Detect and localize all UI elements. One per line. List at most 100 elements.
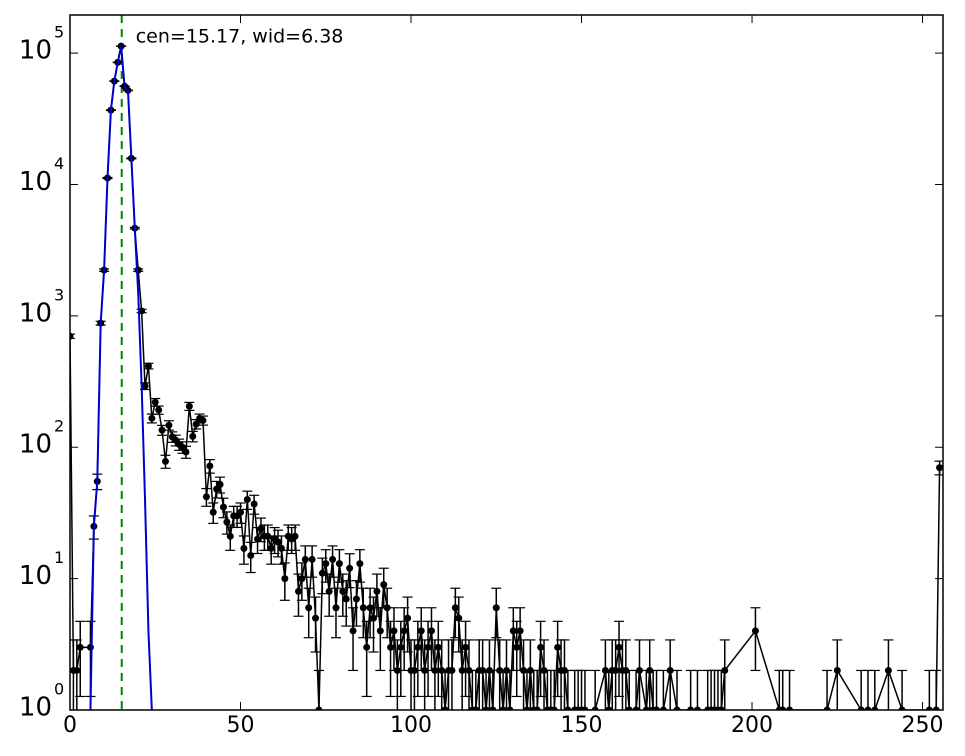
data-point bbox=[431, 666, 439, 674]
data-point bbox=[499, 706, 507, 710]
data-point bbox=[533, 706, 541, 710]
data-point bbox=[267, 544, 275, 552]
x-tick-label: 100 bbox=[390, 713, 432, 738]
data-point bbox=[653, 706, 661, 710]
data-point bbox=[424, 643, 432, 651]
data-point bbox=[373, 587, 381, 595]
data-point bbox=[448, 666, 456, 674]
data-point bbox=[646, 666, 654, 674]
data-point bbox=[458, 666, 466, 674]
plot-frame bbox=[69, 14, 944, 711]
data-point bbox=[70, 332, 74, 340]
data-point bbox=[635, 666, 643, 674]
data-point bbox=[615, 643, 623, 651]
data-point bbox=[322, 560, 330, 568]
data-point bbox=[243, 496, 251, 504]
data-point bbox=[581, 706, 589, 710]
data-point bbox=[871, 706, 879, 710]
data-point bbox=[564, 706, 572, 710]
data-point bbox=[786, 706, 794, 710]
data-point bbox=[601, 666, 609, 674]
data-point bbox=[673, 706, 681, 710]
data-point bbox=[335, 560, 343, 568]
data-point bbox=[76, 643, 84, 651]
data-point bbox=[370, 614, 378, 622]
y-tick-label: 10 bbox=[19, 167, 52, 197]
data-point bbox=[161, 457, 169, 465]
data-point bbox=[612, 666, 620, 674]
data-point bbox=[751, 627, 759, 635]
data-point bbox=[591, 706, 599, 710]
data-point bbox=[199, 416, 207, 424]
data-point bbox=[73, 666, 81, 674]
data-point bbox=[390, 627, 398, 635]
annotation: cen=15.17, wid=6.38 bbox=[136, 26, 344, 48]
data-point bbox=[223, 518, 231, 526]
data-point bbox=[155, 406, 163, 414]
data-point bbox=[506, 706, 514, 710]
data-point bbox=[537, 643, 545, 651]
data-point bbox=[687, 706, 695, 710]
data-point bbox=[219, 503, 227, 511]
y-tick-label: 10 bbox=[19, 298, 52, 328]
y-tick-label: 10 bbox=[19, 36, 52, 66]
data-point bbox=[141, 382, 149, 390]
data-point bbox=[387, 643, 395, 651]
data-point bbox=[721, 666, 729, 674]
data-point bbox=[485, 666, 493, 674]
data-point bbox=[503, 666, 510, 674]
data-point bbox=[148, 414, 156, 422]
data-point bbox=[465, 666, 473, 674]
data-point bbox=[932, 706, 940, 710]
data-point bbox=[560, 666, 568, 674]
data-point bbox=[376, 627, 384, 635]
data-point bbox=[349, 627, 357, 635]
data-point bbox=[451, 604, 459, 612]
data-point bbox=[693, 706, 701, 710]
data-point bbox=[318, 569, 326, 577]
data-point bbox=[434, 643, 442, 651]
data-point bbox=[192, 420, 200, 428]
data-point bbox=[554, 643, 562, 651]
data-point bbox=[526, 666, 534, 674]
data-point bbox=[417, 627, 425, 635]
data-point bbox=[472, 706, 480, 710]
data-point bbox=[898, 706, 906, 710]
y-tick-label: 10 bbox=[19, 561, 52, 591]
x-tick-label: 200 bbox=[731, 713, 773, 738]
data-point bbox=[359, 604, 367, 612]
data-point bbox=[226, 532, 234, 540]
data-point bbox=[346, 564, 354, 572]
data-point bbox=[363, 643, 371, 651]
data-point bbox=[254, 535, 262, 543]
data-point bbox=[342, 595, 350, 603]
y-tick-exponent: 4 bbox=[54, 154, 64, 173]
data-point bbox=[833, 666, 841, 674]
data-point bbox=[277, 544, 285, 552]
data-point bbox=[925, 706, 933, 710]
data-point bbox=[308, 555, 316, 563]
data-point bbox=[189, 432, 197, 440]
data-point bbox=[144, 362, 152, 370]
data-point bbox=[151, 398, 159, 406]
y-tick-label: 10 bbox=[19, 430, 52, 460]
data-point bbox=[550, 706, 558, 710]
data-point bbox=[165, 421, 173, 429]
data-point bbox=[325, 587, 333, 595]
data-point bbox=[264, 532, 272, 540]
data-point bbox=[414, 643, 422, 651]
data-point bbox=[496, 666, 504, 674]
data-point bbox=[659, 706, 667, 710]
y-tick-label: 10 bbox=[19, 693, 52, 723]
data-point bbox=[492, 604, 500, 612]
y-tick-exponent: 0 bbox=[54, 680, 64, 699]
data-point bbox=[298, 575, 306, 583]
data-point bbox=[523, 706, 531, 710]
data-point bbox=[209, 508, 217, 516]
data-point bbox=[134, 266, 142, 274]
data-point bbox=[482, 706, 490, 710]
data-point bbox=[823, 706, 831, 710]
data-point bbox=[489, 706, 497, 710]
data-point bbox=[666, 666, 674, 674]
